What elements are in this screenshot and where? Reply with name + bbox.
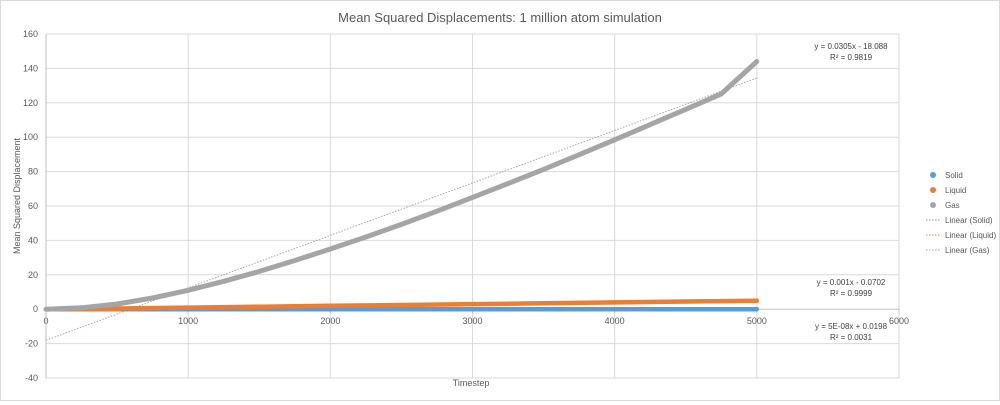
y-tick-label: 140 [23, 63, 38, 73]
data-point [257, 305, 261, 309]
legend-entry: Linear (Solid) [945, 216, 993, 225]
data-point [755, 307, 759, 311]
x-axis-label: Timestep [453, 378, 490, 388]
data-series [44, 59, 759, 311]
y-tick-label: -40 [25, 373, 38, 383]
gridlines [46, 34, 899, 378]
data-point [541, 167, 545, 171]
data-point [435, 209, 439, 213]
data-point [257, 269, 261, 273]
data-point [470, 302, 474, 306]
x-tick-label: 6000 [889, 316, 909, 326]
legend-marker [930, 172, 936, 178]
trendline-equation: y = 5E-08x + 0.0198 [815, 322, 888, 331]
y-tick-label: 120 [23, 98, 38, 108]
legend-marker [930, 187, 936, 193]
data-point [186, 288, 190, 292]
legend: Solid Liquid Gas Linear (Solid) Linear (Liqu… [926, 171, 996, 255]
x-tick-label: 3000 [462, 316, 482, 326]
data-point [186, 305, 190, 309]
series-line [46, 62, 757, 310]
data-point [470, 307, 474, 311]
y-tick-label: 100 [23, 132, 38, 142]
y-tick-label: 60 [28, 201, 38, 211]
trendline-r2: R² = 0.9819 [830, 53, 873, 62]
data-point [684, 307, 688, 311]
y-tick-label: 0 [33, 304, 38, 314]
chart-title: Mean Squared Displacements: 1 million at… [338, 10, 662, 25]
trendline-annotations: y = 0.0305x - 18.088 R² = 0.9819 y = 0.001… [814, 42, 888, 342]
legend-entry: Liquid [945, 186, 966, 195]
y-tick-label: 20 [28, 270, 38, 280]
data-point [755, 298, 759, 302]
trendline-r2: R² = 0.9999 [830, 289, 873, 298]
legend-marker [930, 202, 936, 208]
data-point [115, 302, 119, 306]
legend-entry: Gas [945, 201, 960, 210]
x-tick-label: 5000 [747, 316, 767, 326]
legend-entry: Linear (Liquid) [945, 231, 996, 240]
data-point [541, 307, 545, 311]
data-point [399, 222, 403, 226]
data-point [541, 301, 545, 305]
data-point [328, 247, 332, 251]
data-point [399, 303, 403, 307]
data-point [612, 307, 616, 311]
data-point [506, 181, 510, 185]
data-point [577, 153, 581, 157]
data-point [684, 299, 688, 303]
y-tick-label: 160 [23, 29, 38, 39]
data-point [684, 107, 688, 111]
data-point [79, 306, 83, 310]
data-point [115, 306, 119, 310]
legend-entry: Solid [945, 171, 963, 180]
legend-entry: Linear (Gas) [945, 246, 990, 255]
trendline-equation: y = 0.001x - 0.0702 [817, 278, 886, 287]
data-point [150, 296, 154, 300]
y-tick-label: -20 [25, 339, 38, 349]
y-tick-label: 40 [28, 235, 38, 245]
data-point [612, 300, 616, 304]
data-point [470, 195, 474, 199]
data-point [364, 235, 368, 239]
x-tick-label: 4000 [605, 316, 625, 326]
data-point [328, 304, 332, 308]
trendline-equation: y = 0.0305x - 18.088 [814, 42, 888, 51]
data-point [612, 138, 616, 142]
y-axis-label: Mean Squared Displacement [12, 137, 22, 254]
data-point [648, 122, 652, 126]
data-point [719, 92, 723, 96]
data-point [222, 279, 226, 283]
data-point [755, 59, 759, 63]
data-point [399, 307, 403, 311]
x-tick-label: 2000 [320, 316, 340, 326]
y-tick-label: 80 [28, 167, 38, 177]
data-point [44, 307, 48, 311]
data-point [293, 258, 297, 262]
trendline-r2: R² = 0.0031 [830, 333, 873, 342]
x-tick-label: 1000 [178, 316, 198, 326]
